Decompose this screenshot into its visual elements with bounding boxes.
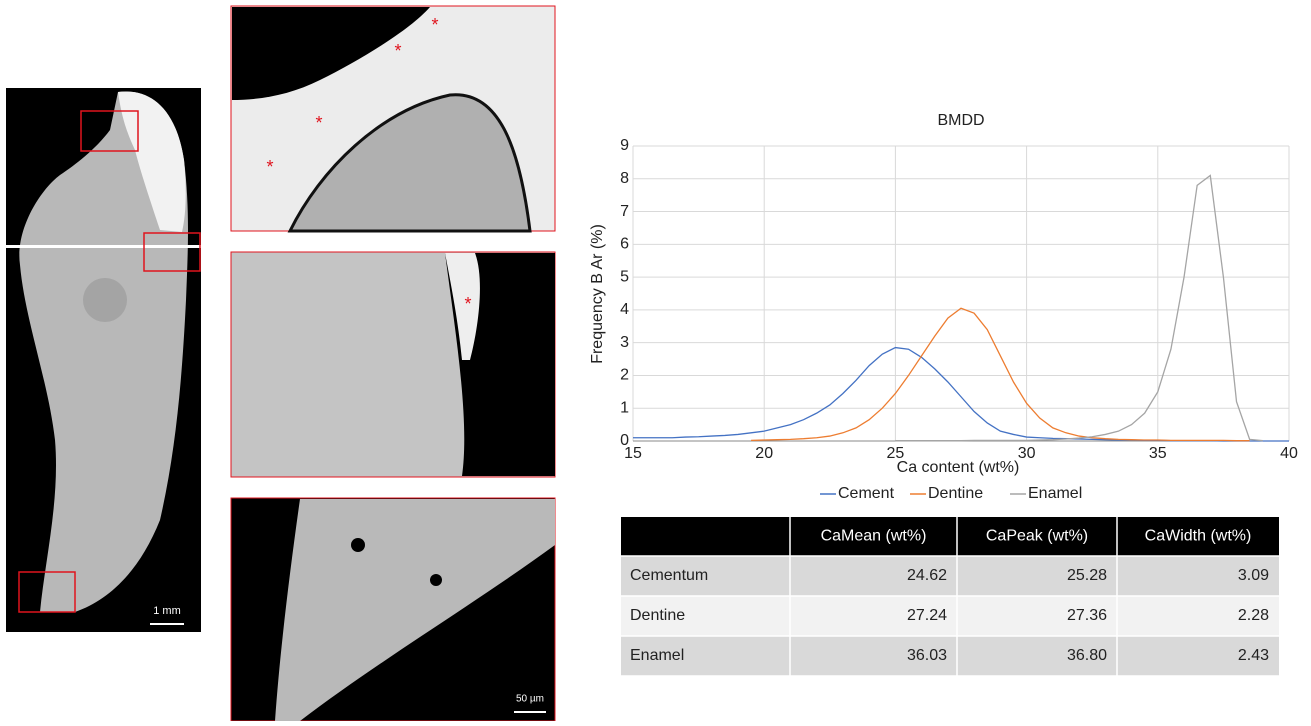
legend: Cement Dentine Enamel	[820, 485, 1082, 502]
series-line	[633, 346, 1289, 442]
table-header-cell: CaPeak (wt%)	[986, 528, 1088, 545]
legend-label: Cement	[838, 485, 895, 502]
asterisk: *	[394, 41, 401, 61]
table-row-label: Enamel	[630, 647, 684, 664]
y-axis-label: Frequency B Ar (%)	[589, 224, 606, 364]
y-tick-label: 6	[620, 236, 629, 253]
detail-image: 50 µm	[230, 497, 556, 722]
chart: 0 1 2 3 4 5 6 7 8 9 15 20 25 30 35 40	[620, 137, 1298, 462]
series-line	[751, 307, 1250, 442]
table-cell: 36.03	[907, 647, 947, 664]
table-header-bg	[621, 517, 1279, 556]
table-row-bg	[621, 596, 1279, 636]
y-tick-label: 0	[620, 432, 629, 449]
overview-image: 1 mm	[6, 88, 201, 632]
scale-bar-label: 1 mm	[153, 605, 181, 617]
x-tick-label: 15	[624, 445, 642, 462]
y-tick-label: 2	[620, 367, 629, 384]
y-tick-label: 9	[620, 137, 629, 154]
chart-title: BMDD	[937, 112, 984, 129]
y-tick-label: 5	[620, 268, 629, 285]
y-tick-label: 3	[620, 334, 629, 351]
table-cell: 27.36	[1067, 607, 1107, 624]
table-cell: 25.28	[1067, 567, 1107, 584]
table-cell: 24.62	[907, 567, 947, 584]
table-cell: 2.28	[1238, 607, 1269, 624]
series-line	[895, 174, 1263, 442]
y-tick-label: 4	[620, 301, 629, 318]
detail-image: *	[230, 251, 556, 478]
table-header-cell: CaMean (wt%)	[821, 528, 927, 545]
asterisk: *	[266, 157, 273, 177]
table: CaMean (wt%) CaPeak (wt%) CaWidth (wt%) Cem…	[621, 517, 1279, 677]
detail-image: * * * *	[230, 5, 556, 233]
scale-bar-label: 50 µm	[516, 694, 544, 705]
table-cell: 3.09	[1238, 567, 1269, 584]
legend-label: Enamel	[1028, 485, 1082, 502]
table-cell: 36.80	[1067, 647, 1107, 664]
x-tick-label: 20	[755, 445, 773, 462]
asterisk: *	[431, 15, 438, 35]
table-cell: 27.24	[907, 607, 947, 624]
table-cell: 2.43	[1238, 647, 1269, 664]
legend-label: Dentine	[928, 485, 983, 502]
y-tick-label: 8	[620, 170, 629, 187]
x-tick-label: 40	[1280, 445, 1298, 462]
table-row-label: Cementum	[630, 567, 708, 584]
asterisk: *	[464, 294, 471, 314]
x-tick-label: 30	[1018, 445, 1036, 462]
asterisk: *	[315, 113, 322, 133]
table-row-label: Dentine	[630, 607, 685, 624]
x-axis-label: Ca content (wt%)	[897, 459, 1020, 476]
table-row-bg	[621, 556, 1279, 596]
x-tick-label: 35	[1149, 445, 1167, 462]
y-tick-label: 1	[620, 399, 629, 416]
table-header-cell: CaWidth (wt%)	[1145, 528, 1252, 545]
table-row-bg	[621, 636, 1279, 676]
y-tick-label: 7	[620, 203, 629, 220]
x-tick-label: 25	[887, 445, 905, 462]
